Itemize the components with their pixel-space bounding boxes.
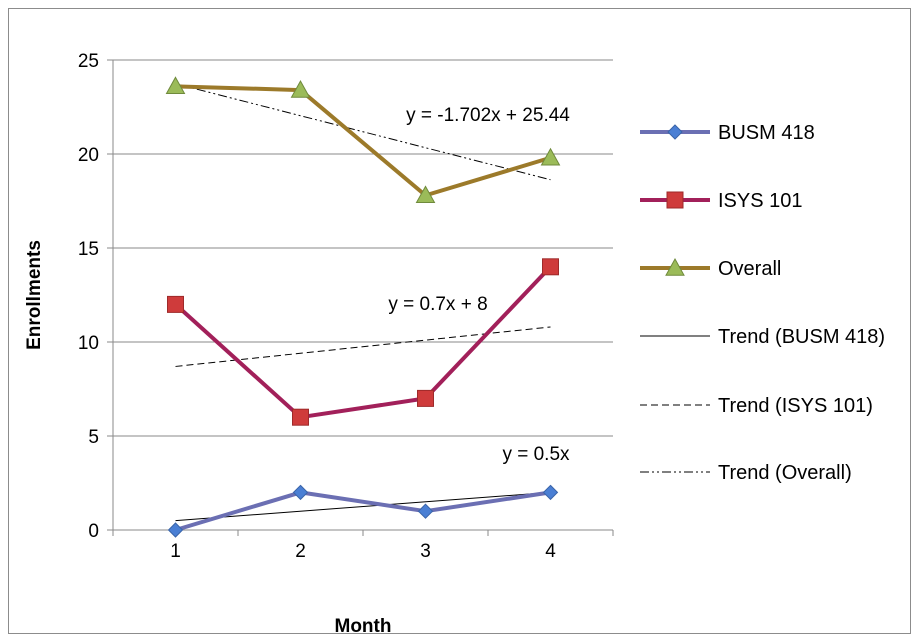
y-axis-title: Enrollments: [24, 240, 45, 350]
series-markers: [165, 76, 561, 538]
y-tick-label-25: 25: [78, 51, 99, 72]
trend-equation-2: y = -1.702x + 25.44: [406, 105, 570, 126]
trendlines: [175, 83, 551, 522]
legend-label-0: BUSM 418: [718, 122, 815, 144]
trendline-2: [175, 83, 551, 181]
legend-trend-label-0: Trend (BUSM 418): [718, 326, 885, 348]
series-line-0: [174, 490, 551, 532]
data-point-1-1: [292, 408, 309, 426]
legend-label-1: ISYS 101: [718, 190, 803, 212]
trendline-1: [175, 326, 551, 367]
axes: 0 5 10 15 20 25 1 2 3 4: [78, 51, 614, 562]
y-tick-label-5: 5: [88, 427, 99, 448]
data-point-0-0: [167, 522, 184, 538]
series-line-1: [174, 265, 552, 420]
x-tick-label-2: 2: [295, 541, 306, 562]
legend-marker-1: [666, 191, 684, 209]
data-point-2-0: [165, 76, 186, 95]
trend-equations: y = 0.5x y = 0.7x + 8 y = -1.702x + 25.44: [388, 105, 570, 465]
trend-equation-0: y = 0.5x: [502, 444, 570, 465]
legend-marker-2: [665, 257, 685, 276]
trend-equation-1: y = 0.7x + 8: [388, 294, 487, 315]
gridlines: [113, 59, 613, 437]
data-point-1-0: [167, 295, 184, 313]
series-line-2: [175, 84, 552, 198]
legend-trend-label-2: Trend (Overall): [718, 462, 852, 484]
legend-trend-label-1: Trend (ISYS 101): [718, 395, 873, 417]
data-point-0-1: [292, 484, 309, 501]
data-point-2-1: [290, 80, 311, 98]
y-tick-label-15: 15: [78, 239, 99, 260]
trendline-0: [175, 491, 551, 522]
legend-marker-0: [667, 124, 683, 140]
x-tick-label-3: 3: [420, 541, 431, 562]
data-point-1-3: [542, 258, 559, 276]
data-point-1-2: [417, 389, 434, 407]
data-point-2-2: [415, 185, 436, 204]
data-point-0-2: [417, 503, 434, 519]
x-tick-label-1: 1: [170, 541, 181, 562]
legend-label-2: Overall: [718, 258, 781, 280]
y-tick-label-10: 10: [78, 333, 99, 354]
x-tick-label-4: 4: [545, 541, 556, 562]
y-tick-label-0: 0: [88, 521, 99, 542]
y-tick-label-20: 20: [78, 145, 99, 166]
series-lines: [174, 84, 552, 532]
data-point-2-3: [540, 147, 561, 166]
data-point-0-3: [542, 484, 559, 501]
x-axis-title: Month: [335, 616, 392, 637]
legend: BUSM 418 ISYS 101 Overall Trend (BUSM 418) T…: [640, 122, 885, 484]
